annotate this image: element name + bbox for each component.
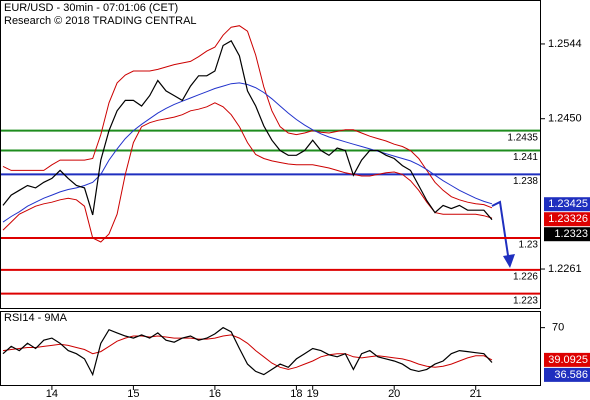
value-box [544,212,590,227]
value-box [544,227,590,242]
rsi-panel [0,311,541,386]
indicator-title: RSI14 - 9MA [4,312,68,324]
forecast-arrowhead [503,254,515,268]
series-line [2,25,493,209]
level-label: 1.23 [519,240,539,251]
y-tick-label: 70 [552,322,564,334]
value-box-label: 1.23326 [548,213,588,225]
value-box-label: 1.23425 [548,198,588,210]
series-line [2,102,493,243]
value-box-label: 36.586 [554,369,588,381]
chart-title: EUR/USD - 30min - 07:01:06 (CET) [4,2,178,14]
x-tick-label: 15 [127,388,139,400]
level-label: 1.2435 [507,132,538,143]
level-label: 1.238 [513,176,538,187]
value-box [544,367,590,382]
price-panel [0,0,541,309]
x-tick-label: 14 [46,388,58,400]
value-box [544,352,590,367]
x-tick-label: 19 [307,388,319,400]
series-line [2,334,493,370]
y-tick-label: 1.2544 [548,38,582,50]
value-box-label: 1.2323 [554,228,588,240]
chart-subtitle: Research © 2018 TRADING CENTRAL [4,15,197,27]
level-label: 1.223 [513,295,538,306]
series-line [2,326,493,377]
level-label: 1.241 [513,152,538,163]
value-box [544,197,590,212]
series-line [2,82,493,223]
x-tick-label: 20 [388,388,400,400]
x-tick-label: 18 [290,388,302,400]
level-label: 1.226 [513,271,538,282]
value-box-label: 39.0925 [548,354,588,366]
series-line [2,39,493,221]
y-tick-label: 1.2261 [548,263,582,275]
y-tick-label: 1.2450 [548,113,582,125]
forecast-arrow [491,200,510,263]
x-tick-label: 16 [209,388,221,400]
x-tick-label: 21 [470,388,482,400]
